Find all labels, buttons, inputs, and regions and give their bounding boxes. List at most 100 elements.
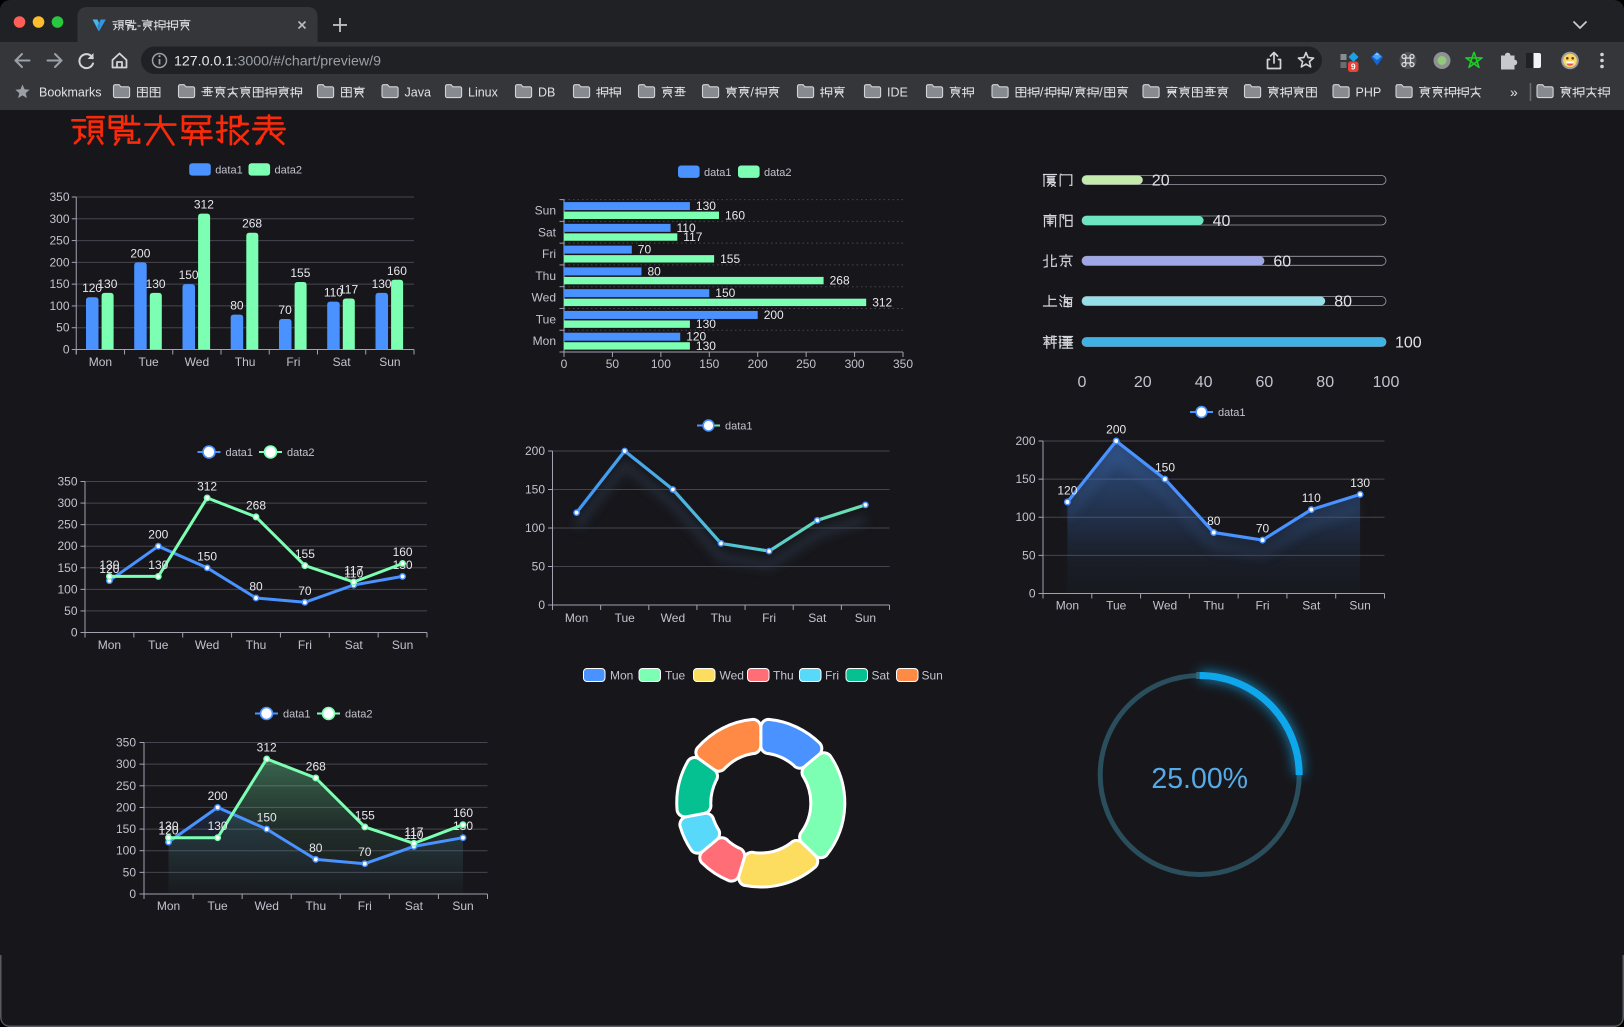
svg-text:Sat: Sat <box>808 611 827 625</box>
svg-text:50: 50 <box>532 560 546 574</box>
svg-text:Linux: Linux <box>468 86 499 100</box>
svg-text:155: 155 <box>290 266 310 280</box>
svg-text:Thu: Thu <box>535 269 556 283</box>
svg-text:/: / <box>1099 85 1103 100</box>
svg-text:70: 70 <box>298 584 312 598</box>
svg-text:Tue: Tue <box>665 669 686 683</box>
svg-text:155: 155 <box>355 808 375 822</box>
svg-text:Thu: Thu <box>1203 599 1224 613</box>
svg-text:80: 80 <box>230 299 244 313</box>
svg-text:Fri: Fri <box>1256 599 1270 613</box>
svg-text:0: 0 <box>538 598 545 612</box>
svg-text:DB: DB <box>538 86 555 100</box>
svg-text:Wed: Wed <box>185 355 209 369</box>
svg-text::3000/#/chart/preview/9: :3000/#/chart/preview/9 <box>234 53 382 69</box>
svg-text:Mon: Mon <box>533 334 556 348</box>
svg-text:130: 130 <box>208 819 228 833</box>
svg-text:100: 100 <box>116 844 136 858</box>
svg-text:117: 117 <box>683 230 702 244</box>
svg-text:130: 130 <box>146 277 166 291</box>
svg-text:Thu: Thu <box>773 669 794 683</box>
svg-text:110: 110 <box>344 567 363 581</box>
svg-text:350: 350 <box>49 190 69 204</box>
svg-text:Mon: Mon <box>610 669 633 683</box>
svg-text:0: 0 <box>71 626 78 640</box>
svg-text:0: 0 <box>63 343 70 357</box>
svg-text:150: 150 <box>525 483 545 497</box>
svg-text:130: 130 <box>696 317 716 331</box>
svg-text:data1: data1 <box>215 165 243 177</box>
svg-text:200: 200 <box>130 246 150 260</box>
svg-text:150: 150 <box>257 811 277 825</box>
svg-text:Wed: Wed <box>254 899 278 913</box>
svg-text:312: 312 <box>872 295 892 309</box>
svg-text:Sun: Sun <box>392 638 413 652</box>
svg-text:150: 150 <box>116 822 136 836</box>
svg-text:Java: Java <box>405 86 431 100</box>
svg-text:50: 50 <box>1022 548 1036 562</box>
svg-text:150: 150 <box>49 277 69 291</box>
svg-text:25.00%: 25.00% <box>1151 763 1248 795</box>
svg-text:Wed: Wed <box>195 638 219 652</box>
svg-text:Sat: Sat <box>345 638 364 652</box>
svg-text:Sat: Sat <box>333 355 352 369</box>
svg-text:/: / <box>750 85 754 100</box>
svg-text:data2: data2 <box>275 165 303 177</box>
svg-text:150: 150 <box>179 268 199 282</box>
svg-text:40: 40 <box>1195 374 1213 391</box>
svg-text:110: 110 <box>324 286 343 300</box>
svg-text:Wed: Wed <box>1153 599 1177 613</box>
svg-text:Wed: Wed <box>661 611 685 625</box>
svg-text:/: / <box>1040 85 1044 100</box>
svg-text:50: 50 <box>64 604 78 618</box>
svg-text:Thu: Thu <box>235 355 256 369</box>
svg-text:100: 100 <box>1395 335 1422 352</box>
svg-text:Tue: Tue <box>615 611 636 625</box>
svg-text:9: 9 <box>1351 62 1356 72</box>
svg-text:200: 200 <box>764 308 784 322</box>
svg-text:»: » <box>1510 84 1518 100</box>
svg-text:data1: data1 <box>704 167 732 179</box>
svg-text:312: 312 <box>197 479 217 493</box>
svg-text:200: 200 <box>49 255 69 269</box>
svg-text:312: 312 <box>194 198 214 212</box>
svg-text:data2: data2 <box>764 167 792 179</box>
svg-text:130: 130 <box>696 199 716 213</box>
svg-text:0: 0 <box>561 357 568 371</box>
svg-text:110: 110 <box>404 828 423 842</box>
svg-text:Sun: Sun <box>855 611 876 625</box>
svg-text:150: 150 <box>1155 461 1175 475</box>
svg-text:350: 350 <box>57 475 77 489</box>
svg-text:130: 130 <box>372 277 392 291</box>
svg-text:70: 70 <box>638 243 652 257</box>
svg-text:20: 20 <box>1152 173 1170 190</box>
svg-text:data2: data2 <box>345 709 373 721</box>
svg-text:268: 268 <box>242 217 262 231</box>
svg-text:Sun: Sun <box>535 204 556 218</box>
svg-text:60: 60 <box>1273 253 1291 270</box>
svg-text:60: 60 <box>1256 374 1274 391</box>
svg-text:300: 300 <box>845 357 865 371</box>
svg-text:150: 150 <box>57 561 77 575</box>
svg-text:data1: data1 <box>283 709 311 721</box>
svg-text:312: 312 <box>257 740 277 754</box>
svg-text:Mon: Mon <box>98 638 121 652</box>
svg-text:80: 80 <box>309 841 323 855</box>
svg-text:data1: data1 <box>725 421 753 433</box>
svg-text:200: 200 <box>208 789 228 803</box>
svg-text:130: 130 <box>696 339 716 353</box>
svg-text:130: 130 <box>97 277 117 291</box>
svg-text:268: 268 <box>306 760 326 774</box>
svg-text:110: 110 <box>677 221 696 235</box>
svg-text:100: 100 <box>57 582 77 596</box>
svg-text:155: 155 <box>295 547 315 561</box>
svg-text:200: 200 <box>748 357 768 371</box>
svg-text:80: 80 <box>1334 294 1352 311</box>
svg-text:70: 70 <box>278 303 292 317</box>
svg-text:160: 160 <box>725 208 745 222</box>
svg-text:/: / <box>1070 85 1074 100</box>
svg-text:PHP: PHP <box>1356 86 1382 100</box>
svg-text:Sun: Sun <box>379 355 400 369</box>
svg-text:Tue: Tue <box>148 638 169 652</box>
svg-text:130: 130 <box>148 558 168 572</box>
